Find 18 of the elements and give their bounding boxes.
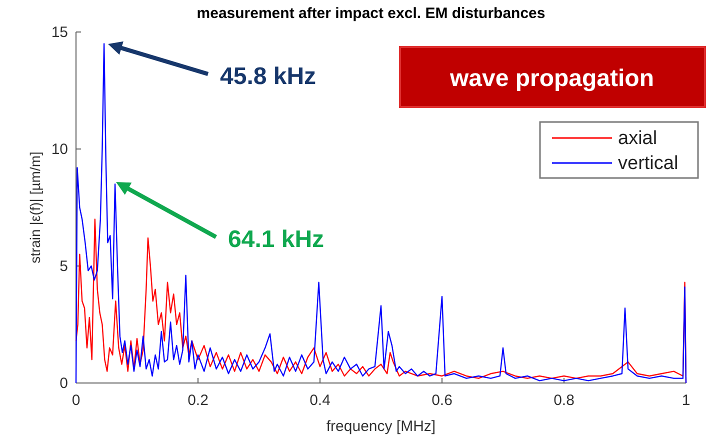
y-tick-label: 15 [51, 24, 68, 41]
x-tick-label: 0.2 [188, 392, 208, 409]
annotation: wave propagation [448, 65, 654, 92]
x-tick-label: 0.6 [432, 392, 452, 409]
y-axis-title: strain |ε(f)| [µm/m] [27, 152, 43, 264]
x-axis-title: frequency [MHz] [326, 418, 436, 435]
annotation: 64.1 kHz [228, 226, 324, 253]
annotation: 45.8 kHz [220, 63, 316, 90]
x-tick-label: 0.8 [554, 392, 574, 409]
legend-label: axial [618, 128, 658, 149]
y-tick-label: 0 [60, 375, 68, 392]
y-tick-label: 10 [51, 141, 68, 158]
chart-title: measurement after impact excl. EM disturbances [196, 5, 546, 22]
x-tick-label: 1 [682, 392, 690, 409]
legend-label: vertical [618, 153, 678, 174]
x-tick-label: 0.4 [310, 392, 330, 409]
y-tick-label: 5 [60, 258, 68, 275]
x-tick-label: 0 [72, 392, 80, 409]
